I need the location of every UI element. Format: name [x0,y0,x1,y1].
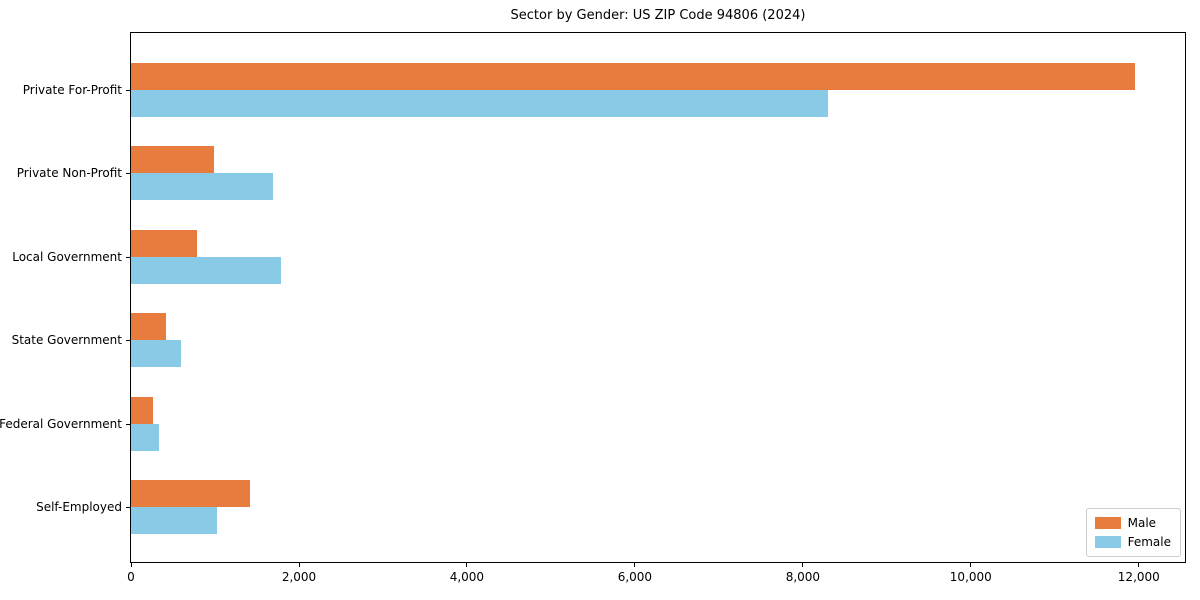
x-tick-mark [1138,563,1140,567]
bar-female-5 [131,507,217,534]
legend-swatch-female-icon [1094,536,1121,548]
y-tick-label: Private For-Profit [22,82,122,97]
bar-male-5 [131,480,251,507]
legend: Male Female [1085,508,1181,557]
legend-label-male: Male [1127,516,1157,530]
legend-swatch-male-icon [1094,517,1121,529]
y-tick-label: Local Government [12,249,122,264]
bar-male-2 [131,229,198,257]
y-tick-label: Self-Employed [36,500,122,514]
y-tick-mark [126,340,130,341]
bar-female-4 [131,423,159,451]
x-tick-label: 2,000 [281,570,317,584]
x-tick-label: 0 [127,570,135,584]
x-tick-label: 12,000 [1117,570,1160,584]
bar-male-4 [131,396,153,424]
y-tick-label: Federal Government [0,416,122,431]
y-tick-mark [126,173,130,174]
bar-female-2 [131,256,281,284]
x-tick-mark [298,563,300,567]
x-tick-label: 10,000 [949,570,992,584]
x-tick-mark [802,563,804,567]
legend-item-female: Female [1094,535,1171,549]
y-tick-label: State Government [11,333,122,347]
chart-title: Sector by Gender: US ZIP Code 94806 (202… [510,8,806,23]
plot-area: Male Female [126,32,1186,563]
bar-female-3 [131,340,182,367]
bar-male-0 [131,62,1135,90]
bar-male-3 [131,313,167,340]
x-axis: 0 2,000 4,000 6,000 8,000 10,000 12,000 [127,563,1185,595]
bar-female-0 [131,89,829,117]
x-tick-mark [970,563,972,567]
x-tick-label: 4,000 [449,570,485,584]
y-tick-label: Private Non-Profit [16,166,122,180]
y-tick-mark [126,507,130,508]
y-tick-mark [126,256,130,258]
y-tick-mark [126,423,130,425]
y-tick-mark [126,89,130,91]
x-tick-label: 8,000 [785,570,821,584]
x-tick-label: 6,000 [617,570,653,584]
legend-item-male: Male [1094,516,1171,530]
legend-label-female: Female [1127,535,1171,549]
bar-female-1 [131,173,273,200]
x-tick-mark [466,563,468,567]
bar-male-1 [131,146,215,173]
x-tick-mark [634,563,636,567]
x-tick-mark [130,563,132,567]
